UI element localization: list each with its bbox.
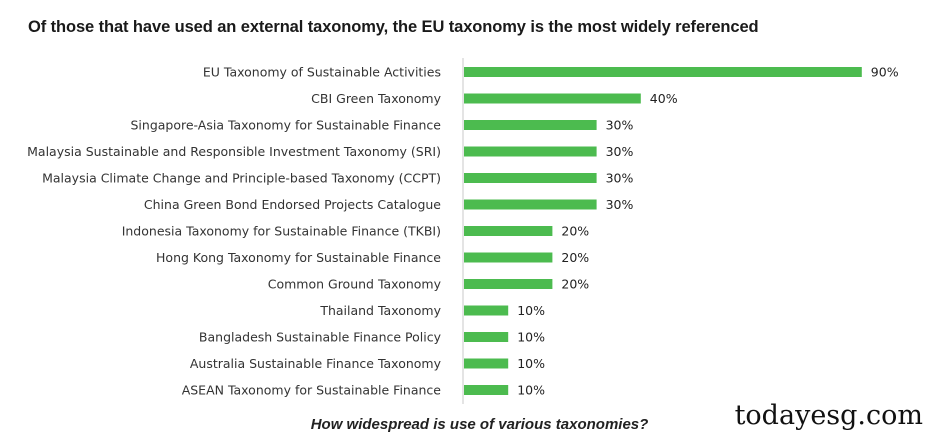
- data-label: 30%: [606, 171, 634, 186]
- data-label: 90%: [871, 65, 899, 80]
- category-label: Hong Kong Taxonomy for Sustainable Finan…: [156, 250, 441, 265]
- bar-chart: EU Taxonomy of Sustainable Activities 90%…: [27, 58, 899, 404]
- category-label: Common Ground Taxonomy: [268, 277, 442, 292]
- bar: [464, 146, 597, 157]
- bar: [464, 93, 641, 104]
- category-label: Thailand Taxonomy: [319, 303, 441, 318]
- data-label: 10%: [517, 330, 545, 345]
- data-label: 10%: [517, 383, 545, 398]
- chart-caption: How widespread is use of various taxonom…: [310, 416, 649, 433]
- category-label: ASEAN Taxonomy for Sustainable Finance: [182, 383, 442, 398]
- bar: [464, 199, 597, 210]
- bar: [464, 358, 509, 369]
- data-label: 30%: [606, 197, 634, 212]
- data-label: 30%: [606, 144, 634, 159]
- data-label: 10%: [517, 303, 545, 318]
- data-label: 10%: [517, 356, 545, 371]
- data-label: 30%: [606, 118, 634, 133]
- data-label: 20%: [561, 224, 589, 239]
- watermark-logo: todayesg.com: [734, 400, 923, 431]
- category-label: EU Taxonomy of Sustainable Activities: [203, 65, 441, 80]
- bar: [464, 252, 553, 263]
- bar: [464, 279, 553, 289]
- bar: [464, 173, 597, 183]
- category-label: CBI Green Taxonomy: [311, 91, 441, 106]
- bar: [464, 385, 509, 395]
- data-label: 20%: [561, 277, 589, 292]
- bar: [464, 67, 862, 77]
- category-label: Indonesia Taxonomy for Sustainable Finan…: [122, 224, 441, 239]
- category-label: Malaysia Sustainable and Responsible Inv…: [27, 144, 441, 159]
- category-label: Singapore-Asia Taxonomy for Sustainable …: [130, 118, 441, 133]
- bar: [464, 120, 597, 130]
- data-label: 40%: [650, 91, 678, 106]
- bar: [464, 226, 553, 236]
- category-label: Australia Sustainable Finance Taxonomy: [190, 356, 442, 371]
- category-label: China Green Bond Endorsed Projects Catal…: [144, 197, 441, 212]
- bar: [464, 332, 509, 342]
- data-label: 20%: [561, 250, 589, 265]
- category-label: Bangladesh Sustainable Finance Policy: [199, 330, 442, 345]
- chart-title: Of those that have used an external taxo…: [28, 18, 759, 36]
- category-label: Malaysia Climate Change and Principle-ba…: [42, 171, 441, 186]
- bar: [464, 305, 509, 316]
